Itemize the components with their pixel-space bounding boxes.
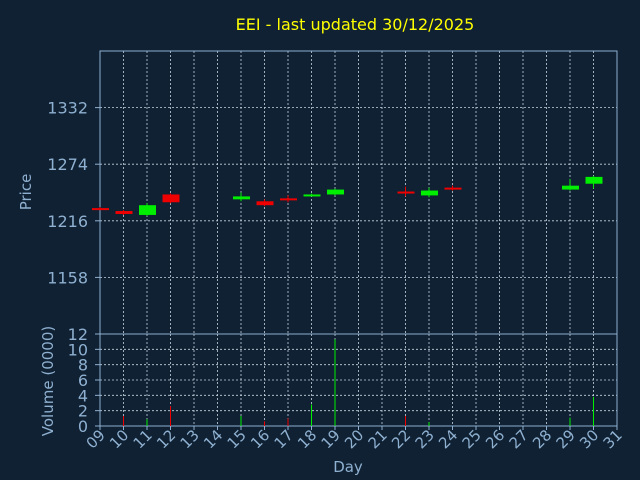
price-panel: 1158 1216 1274 1332	[47, 50, 618, 335]
chart-title: EEI - last updated 30/12/2025	[236, 15, 475, 34]
volume-axis-label: Volume (0000)	[39, 326, 57, 436]
candle-body	[92, 208, 109, 211]
x-tick-label: 23	[412, 426, 438, 452]
x-tick-label: 14	[200, 426, 226, 452]
x-tick-label: 26	[482, 426, 508, 452]
price-tick-label: 1158	[47, 268, 88, 287]
x-tick-label: 22	[388, 426, 414, 452]
candle-body	[303, 194, 321, 197]
candle-body	[444, 187, 462, 190]
candle-body	[327, 189, 344, 195]
candle-body	[397, 191, 415, 194]
x-tick-label: 11	[130, 426, 156, 452]
x-tick-label: 12	[153, 426, 179, 452]
candle-body	[115, 211, 133, 214]
volume-tick-label: 0	[78, 417, 88, 436]
volume-tick-label: 10	[68, 340, 88, 359]
candle-body	[162, 194, 180, 203]
volume-tick-label: 2	[78, 402, 88, 421]
volume-tick-label: 4	[78, 386, 88, 405]
x-tick-label: 20	[341, 426, 367, 452]
x-tick-label: 29	[553, 426, 579, 452]
x-tick-label: 21	[365, 426, 391, 452]
price-tick-label: 1332	[47, 99, 88, 118]
x-tick-label: 15	[224, 426, 250, 452]
x-tick-label: 18	[294, 426, 320, 452]
volume-tick-label: 8	[78, 356, 88, 375]
x-tick-label: 30	[576, 426, 602, 452]
candle-body	[562, 185, 579, 190]
volume-tick-label: 6	[78, 371, 88, 390]
x-tick-label: 24	[435, 426, 461, 452]
volume-panel: 0246810120910111213141516171819202122232…	[68, 325, 626, 452]
x-tick-label: 10	[106, 426, 132, 452]
x-tick-label: 17	[271, 426, 297, 452]
price-axis-label: Price	[17, 174, 35, 211]
candle-body	[421, 190, 438, 196]
candle-body	[139, 205, 156, 215]
x-tick-label: 28	[529, 426, 555, 452]
x-tick-label: 13	[177, 426, 203, 452]
candle-body	[256, 201, 274, 206]
x-tick-label: 19	[318, 426, 344, 452]
price-tick-label: 1216	[47, 212, 88, 231]
volume-tick-label: 12	[68, 325, 88, 344]
x-tick-label: 25	[459, 426, 485, 452]
price-tick-label: 1274	[47, 155, 88, 174]
candle-body	[280, 198, 297, 201]
candle-body	[233, 196, 250, 200]
x-tick-label: 16	[247, 426, 273, 452]
candle-body	[585, 176, 603, 184]
x-tick-label: 31	[600, 426, 626, 452]
x-axis-label: Day	[333, 458, 363, 476]
x-tick-label: 27	[506, 426, 532, 452]
